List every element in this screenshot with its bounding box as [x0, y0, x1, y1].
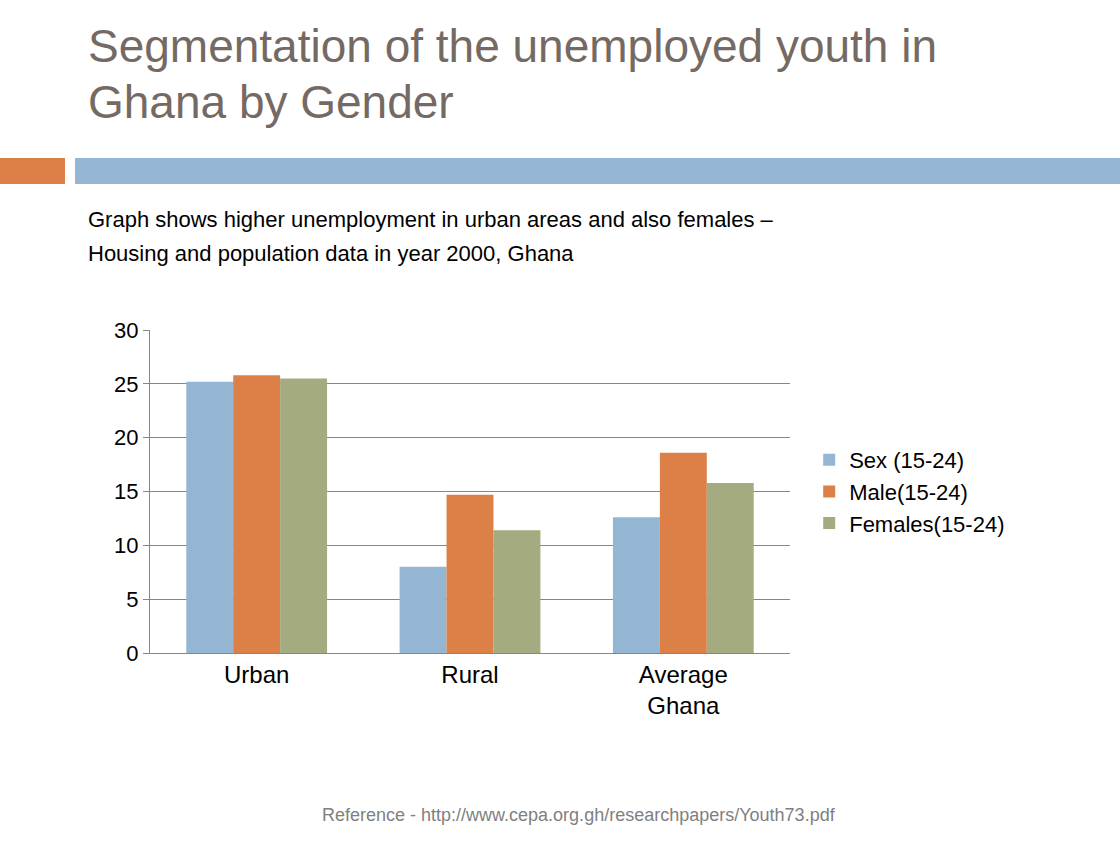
svg-text:20: 20 [114, 425, 138, 450]
html-text:Segmentation of the unemployed: Segmentation of the unemployed youth in … [88, 20, 937, 128]
svg-text:AverageGhana: AverageGhana [639, 661, 728, 719]
svg-text:0: 0 [126, 641, 138, 666]
svg-text:30: 30 [114, 318, 138, 343]
svg-text:15: 15 [114, 479, 138, 504]
svg-text:5: 5 [126, 587, 138, 612]
svg-text:Rural: Rural [441, 661, 498, 688]
html-text:Housing and population data in: Housing and population data in year 2000… [88, 241, 574, 266]
svg-text:Urban: Urban [224, 661, 289, 688]
html-text:Reference - http://www.cepa.or: Reference - http://www.cepa.org.gh/resea… [322, 805, 835, 825]
svg-text:Females(15-24): Females(15-24) [849, 512, 1004, 537]
html-text:Graph shows higher unemploymen: Graph shows higher unemployment in urban… [88, 207, 773, 232]
svg-text:25: 25 [114, 372, 138, 397]
svg-text:Male(15-24): Male(15-24) [849, 480, 968, 505]
svg-text:10: 10 [114, 533, 138, 558]
svg-text:Sex (15-24): Sex (15-24) [849, 448, 964, 473]
